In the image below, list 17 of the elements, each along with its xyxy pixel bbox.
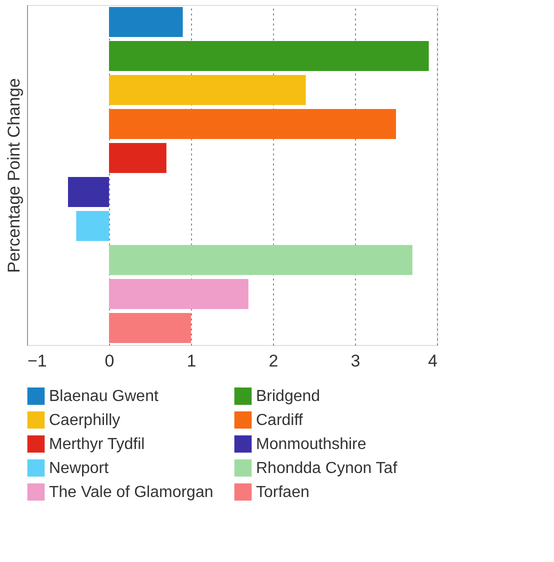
legend-label: Merthyr Tydfil (49, 436, 145, 453)
legend-label: Torfaen (256, 484, 310, 501)
legend-label: Bridgend (256, 388, 320, 406)
x-tick-label: 4 (428, 352, 438, 370)
legend-label: Cardiff (256, 412, 304, 429)
legend-label: The Vale of Glamorgan (49, 484, 214, 501)
x-tick-label: −1 (28, 352, 47, 370)
x-tick-label: 2 (268, 352, 278, 370)
x-tick-label: 3 (350, 352, 360, 370)
legend-label: Caerphilly (49, 412, 120, 429)
legend-label: Rhondda Cynon Taf (256, 460, 398, 477)
legend-label: Newport (49, 460, 110, 477)
legend-label: Blaenau Gwent (49, 388, 159, 406)
x-tick-label: 1 (186, 352, 196, 370)
y-axis-title: Percentage Point Change (4, 78, 24, 273)
x-tick-label: 0 (104, 352, 114, 370)
legend-label: Monmouthshire (256, 436, 366, 453)
